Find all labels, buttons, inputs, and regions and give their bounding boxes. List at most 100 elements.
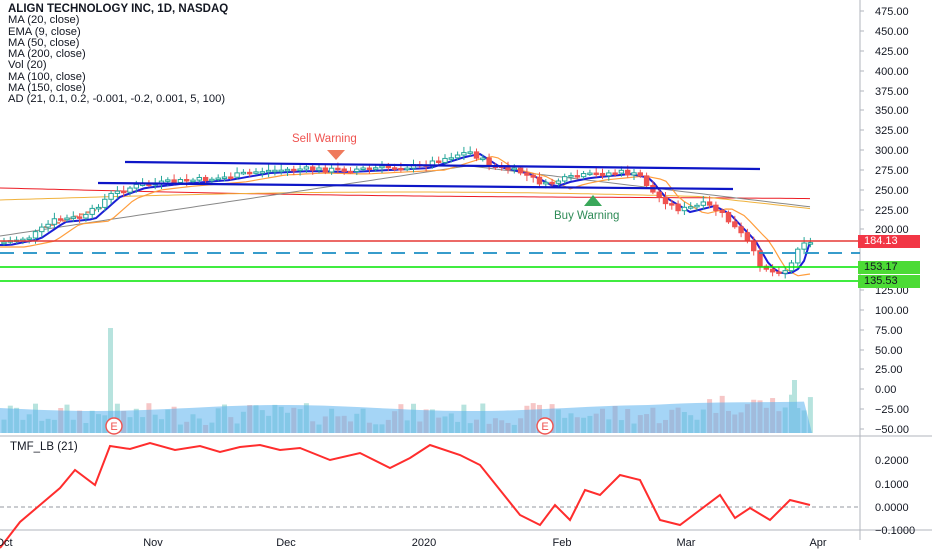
price-tick-label: 475.00 — [875, 6, 909, 18]
candle-body — [241, 172, 245, 174]
candle-body — [172, 180, 176, 183]
candle-body — [808, 243, 812, 245]
candle-body — [588, 173, 592, 175]
price-tick-label: 375.00 — [875, 86, 909, 98]
candle-body — [323, 168, 327, 172]
price-tick-label: −50.00 — [875, 424, 909, 436]
earnings-label: E — [110, 421, 117, 433]
candle-body — [317, 168, 321, 170]
candle-body — [537, 177, 541, 184]
candle-body — [777, 272, 781, 274]
candle-body — [657, 192, 661, 197]
candle-body — [783, 271, 787, 274]
candle-body — [103, 199, 107, 207]
candle-body — [739, 227, 743, 233]
candle-body — [455, 155, 459, 158]
price-tick-label: 275.00 — [875, 165, 909, 177]
candle-body — [229, 177, 233, 179]
sell-warning-label: Sell Warning — [292, 133, 357, 145]
candle-body — [298, 169, 302, 171]
time-tick-label: Nov — [143, 537, 163, 549]
candle-body — [203, 177, 207, 180]
candle-body — [355, 169, 359, 171]
candle-body — [676, 204, 680, 211]
candle-body — [191, 180, 195, 182]
oscillator-axis[interactable]: 0.2000 0.1000 0.0000 −0.1000 — [875, 455, 915, 537]
candle-body — [33, 232, 37, 238]
candle-body — [254, 172, 258, 174]
candle-body — [361, 168, 365, 170]
candle-body — [613, 173, 617, 175]
candle-body — [468, 152, 472, 154]
price-tick-label: 400.00 — [875, 66, 909, 78]
candle-body — [285, 169, 289, 171]
price-tag-support-2: 135.53 — [858, 275, 920, 288]
candle-body — [802, 243, 806, 249]
candle-body — [336, 168, 340, 170]
oscillator-tick-label: −0.1000 — [875, 525, 915, 537]
time-tick-label: Mar — [677, 537, 696, 549]
study-ad: AD (21, 0.1, 0.2, -0.001, -0.2, 0.001, 5… — [8, 94, 228, 105]
candle-body — [260, 172, 264, 174]
candle-body — [52, 219, 56, 225]
candle-body — [607, 173, 611, 176]
candle-body — [581, 174, 585, 177]
candle-body — [525, 173, 529, 175]
oscillator-tick-label: 0.1000 — [875, 479, 909, 491]
candle-body — [109, 193, 113, 199]
candle-body — [569, 176, 573, 178]
candle-body — [619, 170, 623, 173]
candle-body — [210, 179, 214, 181]
time-tick-label: Feb — [553, 537, 572, 549]
price-tick-label: 50.00 — [875, 345, 903, 357]
candle-body — [689, 207, 693, 209]
candle-body — [84, 214, 88, 218]
candle-body — [392, 168, 396, 170]
candle-body — [707, 202, 711, 205]
time-tick-label: 2020 — [412, 537, 436, 549]
candle-body — [726, 213, 730, 222]
price-axis[interactable]: 475.00 450.00 425.00 400.00 375.00 350.00 325.… — [860, 6, 909, 436]
candle-body — [443, 158, 447, 162]
candle-body — [65, 218, 69, 220]
candle-body — [399, 168, 403, 170]
candle-body — [663, 197, 667, 203]
price-tick-label: 300.00 — [875, 145, 909, 157]
candle-body — [638, 173, 642, 176]
candle-body — [682, 207, 686, 210]
candle-body — [178, 180, 182, 183]
candle-body — [714, 205, 718, 210]
candle-body — [2, 242, 6, 244]
candle-body — [266, 170, 270, 172]
candle-body — [216, 178, 220, 180]
candle-body — [166, 180, 170, 182]
candle-body — [90, 208, 94, 214]
candle-body — [115, 191, 119, 193]
candle-body — [128, 188, 132, 192]
time-axis[interactable]: Oct Nov Dec 2020 Feb Mar Apr — [0, 537, 827, 549]
candle-body — [550, 182, 554, 184]
price-tick-label: 250.00 — [875, 185, 909, 197]
candle-body — [670, 204, 674, 206]
price-tick-label: 25.00 — [875, 364, 903, 376]
candle-body — [197, 177, 201, 180]
buy-warning-label: Buy Warning — [554, 210, 619, 222]
candle-body — [405, 168, 409, 170]
price-tick-label: 0.00 — [875, 384, 896, 396]
candle-body — [594, 173, 598, 175]
candle-body — [122, 191, 126, 193]
earnings-marker[interactable]: E — [106, 418, 122, 434]
candle-body — [222, 177, 226, 179]
earnings-label: E — [541, 421, 548, 433]
candle-body — [279, 170, 283, 172]
candle-body — [531, 175, 535, 177]
candle-body — [437, 161, 441, 163]
candle-body — [563, 177, 567, 181]
candle-body — [27, 238, 31, 240]
candle-body — [71, 217, 75, 219]
earnings-marker[interactable]: E — [537, 418, 553, 434]
candle-body — [367, 168, 371, 170]
candle-body — [40, 227, 44, 232]
candle-body — [720, 210, 724, 212]
candle-body — [796, 249, 800, 263]
